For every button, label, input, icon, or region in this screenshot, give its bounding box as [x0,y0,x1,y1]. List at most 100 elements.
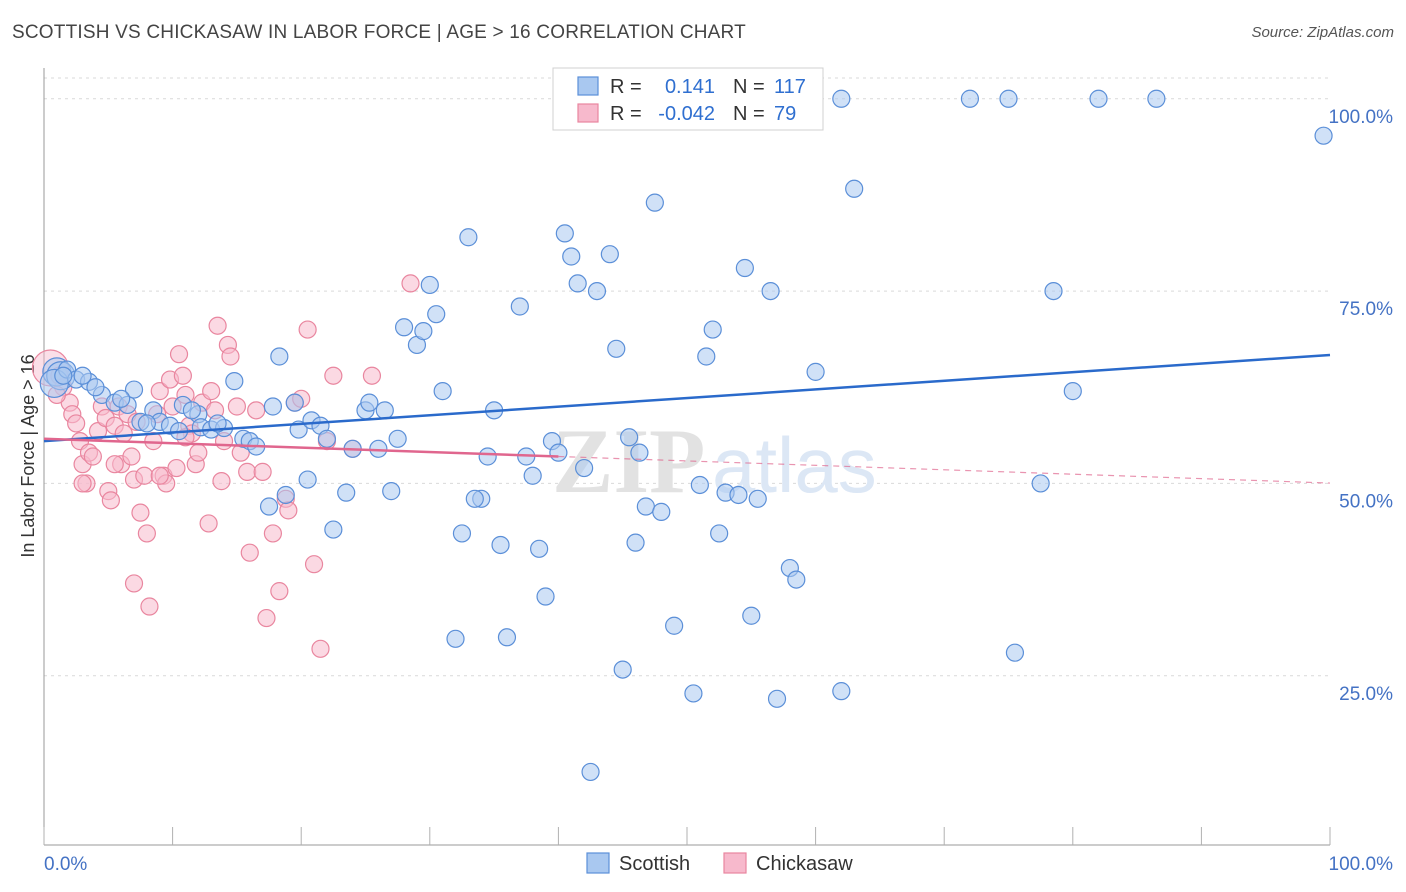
chickasaw-point [137,524,156,543]
chickasaw-point [212,472,231,491]
chickasaw-point [208,316,227,335]
scottish-point [285,393,304,412]
chickasaw-point [253,462,272,481]
chickasaw-point [279,501,298,520]
scottish-point [832,89,851,108]
scottish-point [137,414,156,433]
scottish-point [729,485,748,505]
scottish-point [767,689,787,708]
scottish-point [491,535,510,555]
scottish-point [259,497,279,516]
correlation-legend: R = 0.141 N = 117 R = -0.042 N = 79 [552,67,824,131]
chickasaw-point [401,274,420,293]
scottish-point [1089,89,1108,108]
legend-r-value-chickasaw: -0.042 [658,103,715,125]
x-ticks [43,827,1331,845]
scottish-point [690,475,709,495]
chickasaw-point [140,597,159,616]
chickasaw-point [189,443,208,462]
scottish-point [394,318,414,337]
chickasaw-point [270,582,289,601]
chickasaw-point [101,491,120,510]
scottish-point [607,339,626,358]
scottish-point [581,762,600,782]
chickasaw-point [122,447,141,466]
chickasaw-point [135,466,154,485]
scottish-point [478,447,497,466]
legend-r-value-scottish: 0.141 [665,76,715,98]
y-tick-labels: 25.0% 50.0% 75.0% 100.0% [1329,107,1394,705]
legend-r-label-chickasaw: R = [610,103,642,125]
chickasaw-point [169,345,189,364]
scottish-point [465,489,484,508]
legend-r-label-scottish: R = [610,76,642,98]
bottom-legend-swatch-scottish [586,852,610,874]
chickasaw-point [263,524,283,543]
y-tick-label-0: 25.0% [1339,684,1393,705]
scottish-point [337,483,356,502]
x-tick-label-min: 0.0% [44,854,87,875]
scottish-point [276,485,295,505]
scottish-point [536,587,555,606]
chickasaw-point [257,608,276,628]
chickasaw-point [324,366,343,385]
bottom-legend-label-scottish: Scottish [619,853,690,875]
chickasaw-point [298,320,317,339]
scottish-point [710,524,729,543]
scottish-point [324,520,343,539]
scottish-point [626,533,645,552]
scottish-point [382,482,401,501]
scottish-point [73,366,92,385]
scottish-point [317,429,337,448]
scottish-point [742,606,761,625]
chickasaw-point [67,414,86,433]
scottish-point [761,281,780,301]
chickasaw-point [199,514,218,533]
scottish-point [433,382,452,401]
scottish-point [549,443,568,462]
scottish-point [645,193,664,212]
scottish-point [182,401,201,420]
scottish-point [1314,126,1333,145]
scottish-point [459,228,478,247]
chickasaw-point [150,466,169,485]
chickasaw-trend-line [43,437,559,458]
scottish-point [369,439,388,458]
scottish-point [1005,643,1025,662]
scottish-point [530,539,549,558]
scottish-point [600,245,619,264]
scottish-point [510,297,529,316]
legend-n-label-chickasaw: N = [733,103,765,125]
bottom-legend-swatch-chickasaw [723,852,747,874]
scottish-point [562,247,581,266]
chickasaw-point [73,474,92,493]
scottish-point [652,502,671,521]
chickasaw-point [362,366,382,385]
scottish-point [263,397,283,416]
scottish-point [86,378,105,397]
scottish-point [555,224,574,243]
x-tick-label-max: 100.0% [1329,854,1394,875]
scottish-point [54,366,73,385]
scottish-point [497,628,517,647]
scottish-point [575,458,594,478]
chickasaw-point [221,347,240,366]
legend-n-value-scottish: 117 [774,76,806,98]
scottish-point [703,320,722,339]
chickasaw-trend-extension [558,455,1331,484]
scottish-point [735,258,754,278]
legend-n-value-chickasaw: 79 [774,103,796,125]
scottish-point [806,362,825,381]
scottish-point [748,489,767,508]
chickasaw-point [202,382,221,401]
scottish-point [630,443,649,462]
scottish-point [225,372,244,391]
grid-lines [44,77,1330,677]
chickasaw-point [173,366,192,385]
scottish-point [298,470,317,489]
scottish-point [587,281,607,301]
bottom-legend-label-chickasaw: Chickasaw [756,853,853,875]
scottish-point [845,179,864,198]
chickasaw-point [150,382,169,401]
